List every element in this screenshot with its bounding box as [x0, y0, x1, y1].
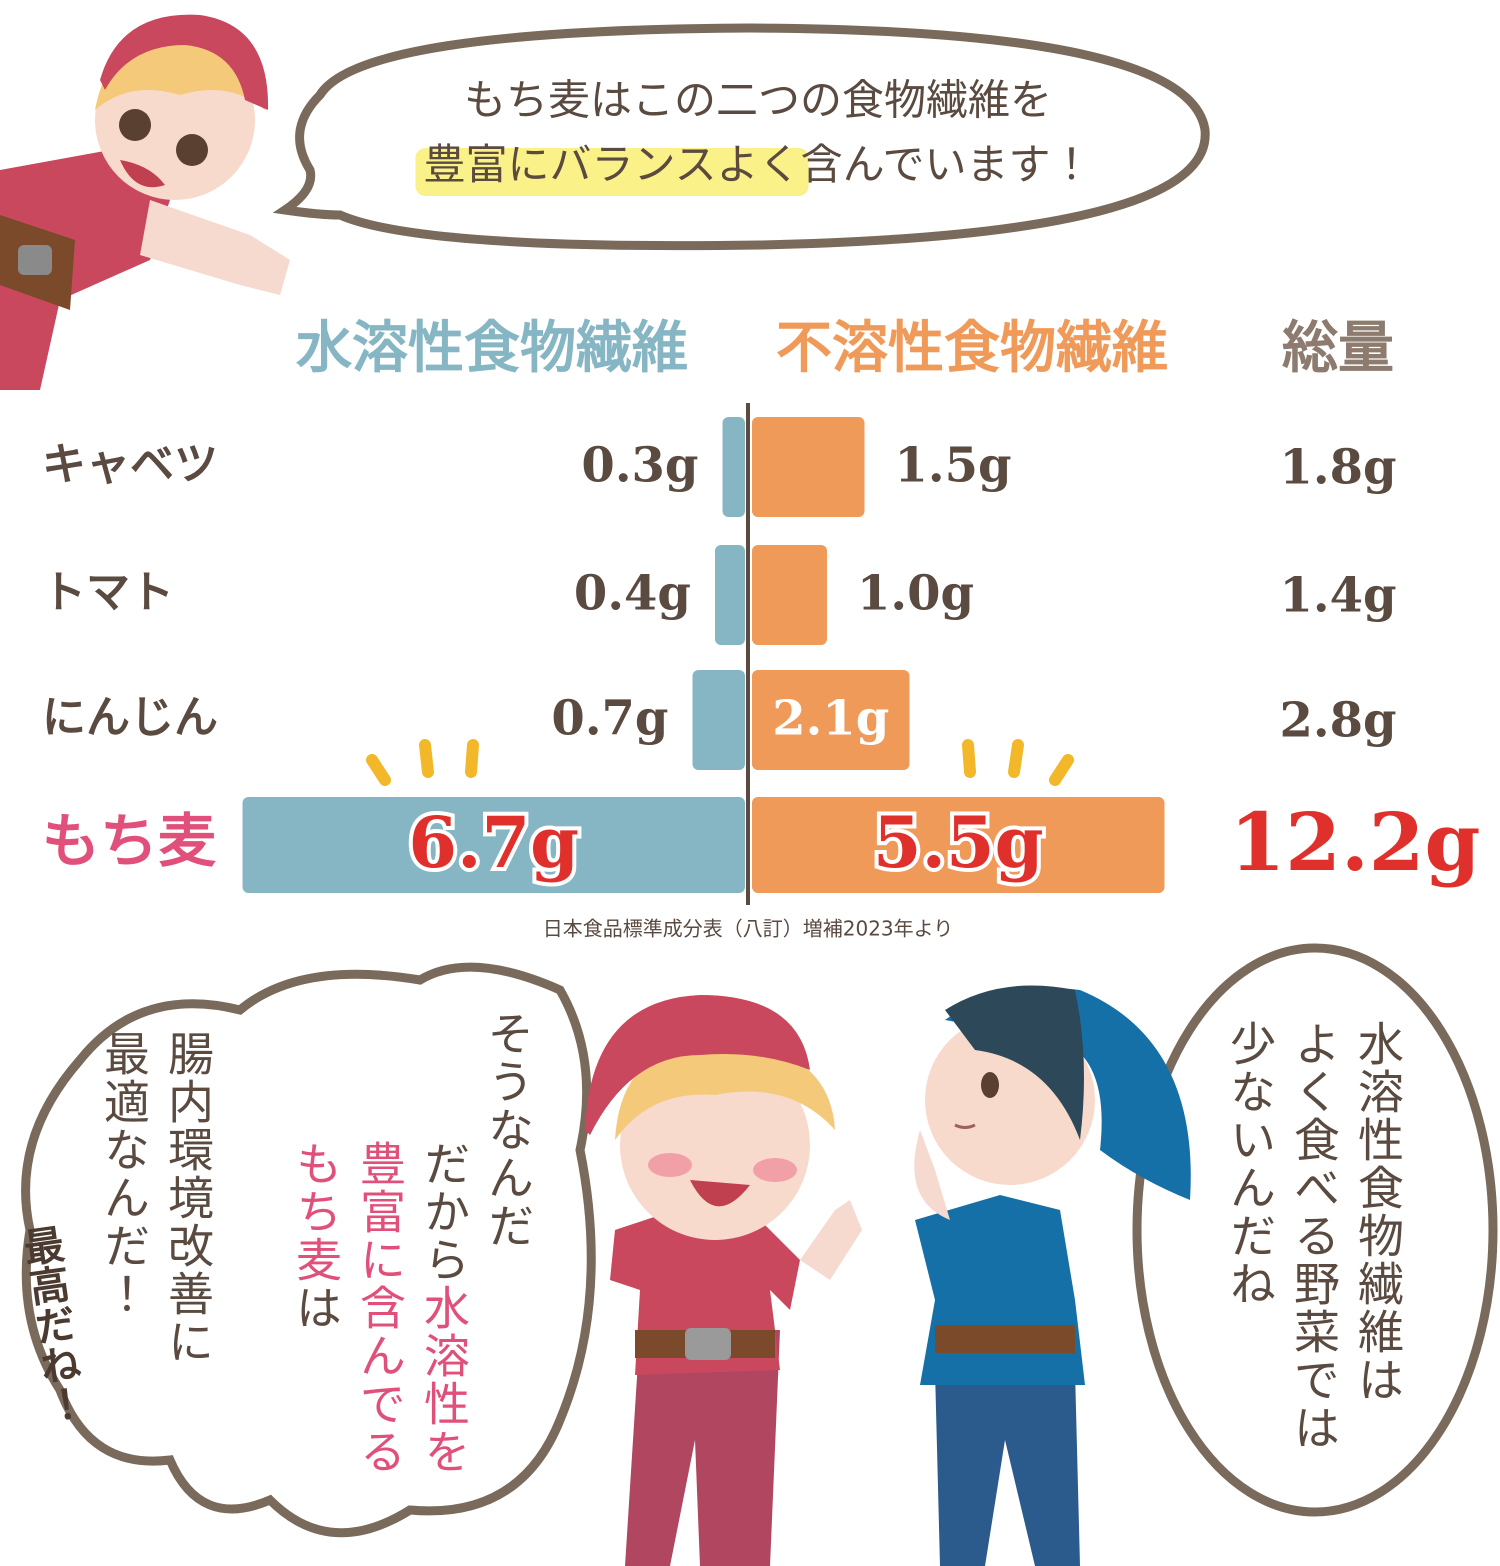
- value-label: 5.5g: [873, 801, 1044, 884]
- bubble-line: よく食べる野菜では: [1287, 1020, 1341, 1452]
- bubble-line: もち麦は: [284, 1010, 348, 1476]
- bubble-line: だから水溶性を: [412, 1010, 476, 1476]
- bubble-text: 水溶性食物繊維は よく食べる野菜では 少ないんだね: [1218, 1020, 1410, 1452]
- category-label: にんじん: [42, 692, 218, 743]
- speech-bubble: [272, 23, 1210, 251]
- total-header: 総量: [1282, 316, 1394, 381]
- character-red: [585, 995, 862, 1566]
- highlight: [415, 148, 809, 196]
- highlight-text: 豊富にバランスよく: [423, 140, 800, 189]
- total-label: 12.2g: [1230, 795, 1481, 889]
- speech-bubble: [21, 962, 596, 1538]
- category-label: もち麦: [42, 807, 216, 875]
- bubble-text: 含んでいます！: [801, 140, 1093, 189]
- bubble-text: 腸内環境改善に 最適なんだ！: [92, 1030, 220, 1366]
- value-label: 2.1g: [772, 691, 889, 747]
- bubble-text: 豊富にバランスよく含んでいます！: [423, 140, 1092, 189]
- bubble-text: そうなんだ だから水溶性を 豊富に含んでる もち麦は: [284, 1010, 540, 1476]
- character-blue: [914, 985, 1191, 1566]
- total-label: 1.4g: [1279, 568, 1396, 624]
- value-label: 0.4g: [574, 566, 691, 622]
- bubble-line: 少ないんだね: [1223, 1020, 1277, 1308]
- bar: [752, 417, 865, 517]
- series-header: 不溶性食物繊維: [776, 316, 1168, 381]
- emphasis: もち麦: [289, 1140, 343, 1284]
- category-label: トマト: [42, 567, 174, 618]
- sparkles: [366, 739, 1074, 786]
- value-label: 1.0g: [857, 566, 974, 622]
- bubble-line: 水溶性食物繊維は: [1351, 1020, 1405, 1404]
- bar: [752, 797, 1165, 893]
- bar: [752, 670, 910, 770]
- character-top: [0, 14, 290, 390]
- bar: [242, 797, 745, 893]
- total-label: 1.8g: [1279, 440, 1396, 496]
- value-label: 1.5g: [895, 438, 1012, 494]
- bubble-line: 豊富に含んでる: [353, 1140, 407, 1476]
- bar: [752, 545, 827, 645]
- bubble-line: 最適なんだ！: [97, 1030, 151, 1318]
- value-label: 0.3g: [581, 438, 698, 494]
- bubble-line: 腸内環境改善に: [161, 1030, 215, 1366]
- speech-bubble: [1132, 943, 1498, 1517]
- bar: [715, 545, 745, 645]
- bubble-text: は: [289, 1284, 343, 1332]
- category-label: キャベツ: [42, 439, 218, 490]
- emphasis: 水溶性を: [417, 1284, 471, 1476]
- series-header: 水溶性食物繊維: [295, 316, 688, 381]
- bubble-text: だから: [417, 1140, 471, 1284]
- bubble-line: そうなんだ: [481, 1010, 535, 1250]
- bar: [722, 417, 745, 517]
- bar: [692, 670, 745, 770]
- source: 日本食品標準成分表（八訂）増補2023年より: [543, 917, 954, 941]
- value-label: 0.7g: [551, 691, 668, 747]
- bubble-text: もち麦はこの二つの食物繊維を: [464, 76, 1052, 125]
- value-label: 6.7g: [408, 801, 579, 884]
- total-label: 2.8g: [1279, 693, 1396, 749]
